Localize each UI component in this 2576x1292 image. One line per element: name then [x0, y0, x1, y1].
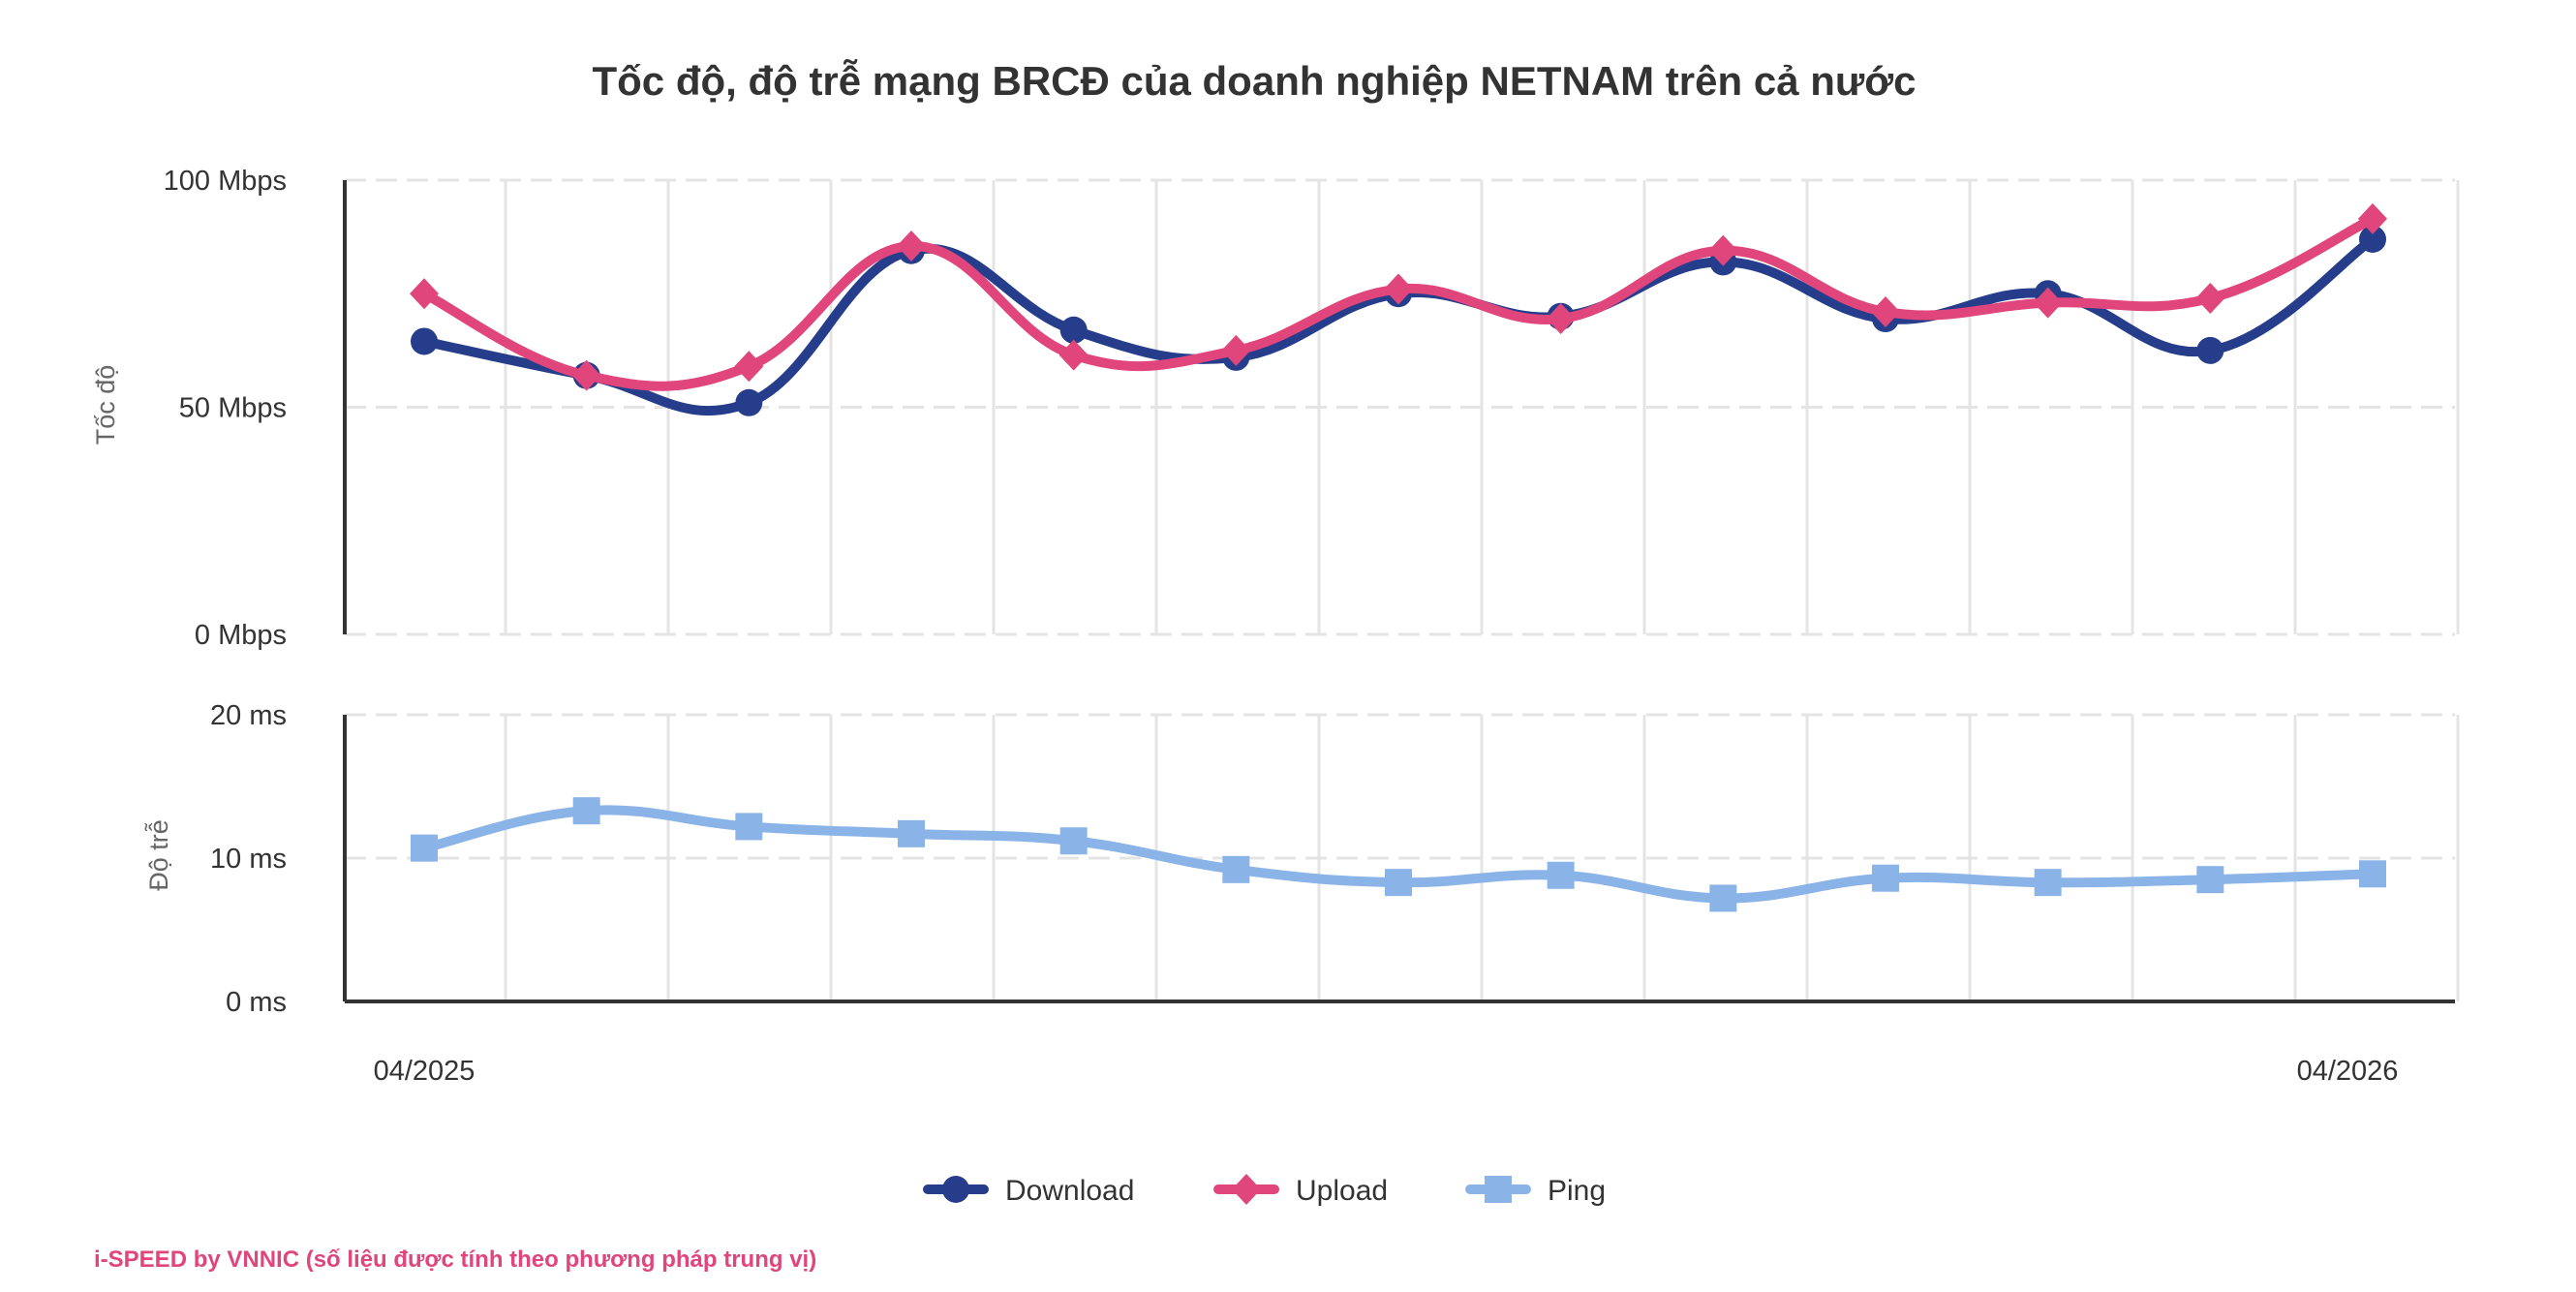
download-line	[419, 233, 2377, 416]
download-point	[2196, 336, 2224, 364]
upload-point	[1708, 234, 1738, 266]
source-credit: i-SPEED by VNNIC (số liệu được tính theo…	[94, 1246, 816, 1273]
latency-y-tick-labels: 0 ms 10 ms 20 ms	[210, 700, 287, 1018]
upload-point	[2195, 282, 2225, 314]
upload-point	[410, 278, 439, 310]
legend-marker	[942, 1176, 969, 1203]
legend-marker	[1232, 1174, 1261, 1205]
speed-panel: 0 Mbps 50 Mbps 100 Mbps Tốc độ	[91, 166, 2460, 651]
speed-series	[410, 202, 2387, 416]
upload-point	[571, 359, 601, 391]
ping-point	[2359, 860, 2386, 888]
latency-panel: 0 ms 10 ms 20 ms Độ trễ	[143, 700, 2460, 1018]
x-tick-labels: 04/2025 04/2026	[374, 1056, 2399, 1087]
ping-point	[1709, 884, 1737, 912]
ping-point	[1872, 864, 1899, 892]
y-tick-label: 20 ms	[210, 700, 287, 731]
legend-marker	[1485, 1176, 1512, 1203]
ping-point	[572, 797, 600, 825]
download-point	[2359, 225, 2386, 253]
x-tick-label-start: 04/2025	[374, 1056, 475, 1087]
y-tick-label: 0 Mbps	[195, 620, 287, 651]
upload-point	[1384, 273, 1413, 305]
speed-y-axis-title: Tốc độ	[91, 365, 120, 446]
x-tick-label-end: 04/2026	[2297, 1056, 2399, 1087]
ping-point	[2034, 869, 2062, 897]
ping-point	[2196, 866, 2224, 894]
ping-point	[1385, 869, 1412, 897]
chart-title: Tốc độ, độ trễ mạng BRCĐ của doanh nghiệ…	[592, 57, 1916, 104]
legend: Download Upload Ping	[923, 1174, 1606, 1207]
download-point	[411, 327, 438, 355]
legend-item-ping[interactable]: Ping	[1465, 1175, 1606, 1207]
upload-point	[1221, 334, 1251, 366]
y-tick-label: 50 Mbps	[179, 393, 287, 424]
download-point	[1059, 316, 1088, 344]
latency-y-axis-title: Độ trễ	[143, 819, 173, 891]
upload-point	[2033, 287, 2063, 319]
upload-point	[1058, 339, 1089, 371]
y-tick-label: 0 ms	[226, 987, 287, 1018]
ping-point	[1222, 855, 1250, 883]
legend-item-download[interactable]: Download	[923, 1175, 1134, 1207]
upload-point	[1871, 296, 1900, 328]
download-point	[735, 388, 763, 416]
speed-gridlines	[345, 178, 2460, 636]
ping-point	[1547, 861, 1575, 889]
legend-label: Download	[1005, 1175, 1134, 1207]
latency-gridlines	[345, 713, 2460, 1001]
upload-point	[2358, 202, 2387, 234]
upload-point	[897, 231, 926, 262]
ping-point	[1059, 827, 1088, 855]
ping-point	[898, 819, 925, 847]
ping-point	[411, 834, 438, 862]
upload-point	[734, 351, 764, 383]
legend-label: Upload	[1296, 1175, 1388, 1207]
upload-point	[1546, 303, 1576, 335]
latency-series	[411, 797, 2386, 912]
legend-label: Ping	[1548, 1175, 1606, 1207]
y-tick-label: 10 ms	[210, 844, 287, 875]
y-tick-label: 100 Mbps	[164, 166, 287, 197]
legend-item-upload[interactable]: Upload	[1213, 1174, 1388, 1207]
latency-axes	[343, 715, 2455, 1003]
ping-point	[735, 813, 763, 841]
speed-y-tick-labels: 0 Mbps 50 Mbps 100 Mbps	[164, 166, 287, 651]
